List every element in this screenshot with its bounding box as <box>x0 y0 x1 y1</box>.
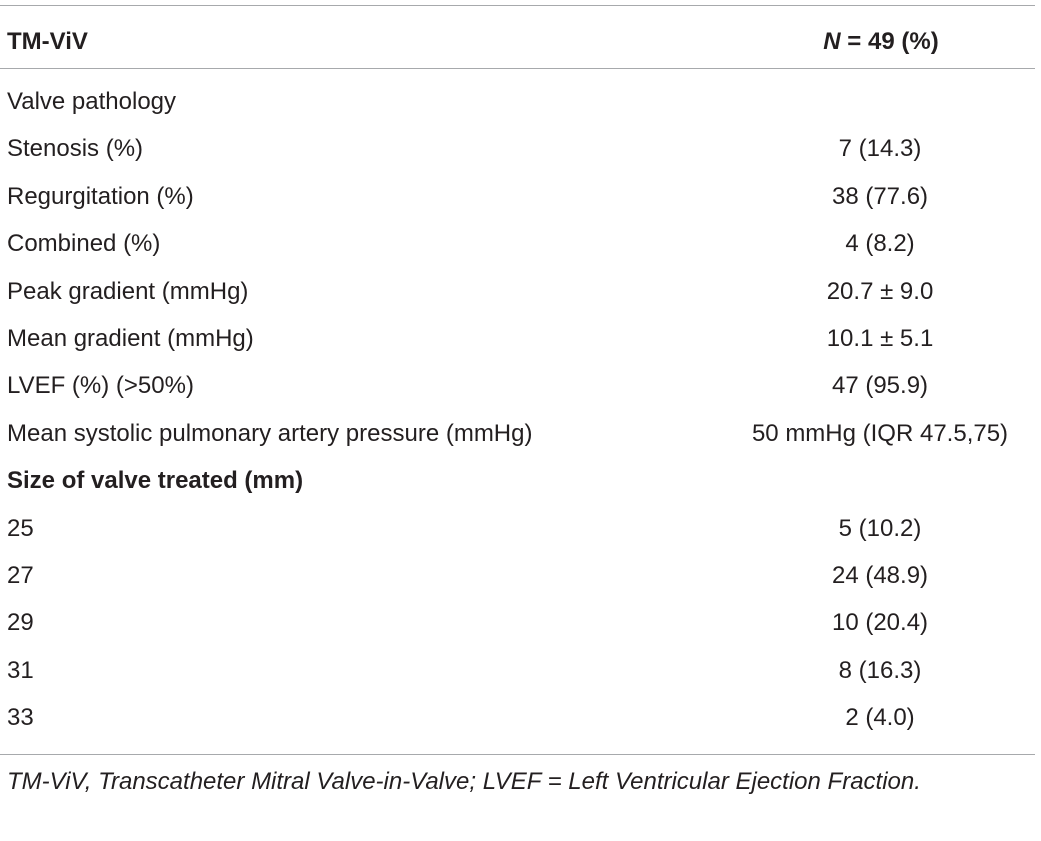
table-row: Valve pathology <box>0 80 1035 127</box>
table-row: LVEF (%) (>50%) 47 (95.9) <box>0 364 1035 411</box>
row-label: 33 <box>7 704 34 732</box>
row-value: 4 (8.2) <box>845 230 915 258</box>
section-header-row: Size of valve treated (mm) <box>0 459 1035 506</box>
table-bottom-rule <box>0 754 1035 755</box>
table-row: Mean systolic pulmonary artery pressure … <box>0 412 1035 459</box>
table-header-rule <box>0 68 1035 69</box>
row-label: Peak gradient (mmHg) <box>7 277 249 305</box>
header-n-count: = 49 (%) <box>840 28 939 55</box>
header-col-value: N = 49 (%) <box>736 28 1026 56</box>
row-label: Mean gradient (mmHg) <box>7 324 254 352</box>
table-row: 31 8 (16.3) <box>0 649 1035 696</box>
row-value: 8 (16.3) <box>838 656 922 684</box>
row-label: Valve pathology <box>7 88 177 115</box>
row-value: 2 (4.0) <box>845 704 915 732</box>
header-n-symbol: N <box>823 28 841 55</box>
table-row: Mean gradient (mmHg) 10.1 ± 5.1 <box>0 317 1035 364</box>
row-value: 5 (10.2) <box>838 514 922 542</box>
table-row: Combined (%) 4 (8.2) <box>0 222 1035 269</box>
row-label: Stenosis (%) <box>7 135 144 163</box>
table-row: Stenosis (%) 7 (14.3) <box>0 127 1035 174</box>
table-footnote: TM-ViV, Transcatheter Mitral Valve-in-Va… <box>7 768 921 795</box>
row-label: 25 <box>7 514 34 542</box>
row-value: 7 (14.3) <box>838 135 922 163</box>
row-value: 10 (20.4) <box>831 609 929 637</box>
row-label: 31 <box>7 656 34 684</box>
row-value: 50 mmHg (IQR 47.5,75) <box>751 419 1009 447</box>
row-value: 38 (77.6) <box>831 182 929 210</box>
table-row: 25 5 (10.2) <box>0 507 1035 554</box>
row-value: 24 (48.9) <box>831 561 929 589</box>
table-row: 33 2 (4.0) <box>0 696 1035 743</box>
row-value: 47 (95.9) <box>831 372 929 400</box>
table-row: 27 24 (48.9) <box>0 554 1035 601</box>
table-row: 29 10 (20.4) <box>0 601 1035 648</box>
row-label: Mean systolic pulmonary artery pressure … <box>7 419 533 447</box>
row-label: Size of valve treated (mm) <box>7 467 304 495</box>
header-col-label: TM-ViV <box>7 28 88 55</box>
table-top-rule <box>0 5 1035 6</box>
table-header: TM-ViV N = 49 (%) <box>0 20 1035 64</box>
row-label: Combined (%) <box>7 230 161 258</box>
table-row: Peak gradient (mmHg) 20.7 ± 9.0 <box>0 270 1035 317</box>
row-value: 10.1 ± 5.1 <box>826 324 934 352</box>
row-label: LVEF (%) (>50%) <box>7 372 194 400</box>
table-row: Regurgitation (%) 38 (77.6) <box>0 175 1035 222</box>
row-value: 20.7 ± 9.0 <box>826 277 934 305</box>
row-label: 29 <box>7 609 34 637</box>
row-label: 27 <box>7 561 34 589</box>
row-label: Regurgitation (%) <box>7 182 194 210</box>
table-body: Valve pathology Stenosis (%) 7 (14.3) Regur… <box>0 80 1035 743</box>
